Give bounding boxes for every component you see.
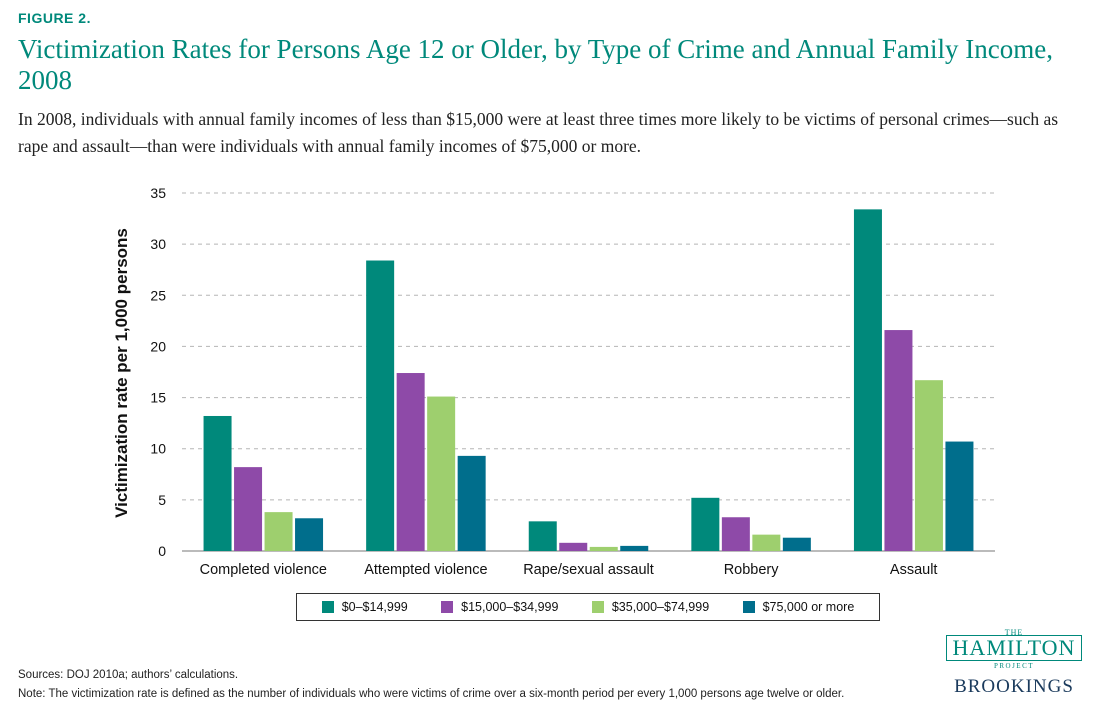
bar	[427, 396, 456, 551]
y-tick-label: 5	[158, 492, 166, 508]
legend-swatch	[591, 601, 604, 613]
x-axis-labels: Completed violence Attempted violence Rape…	[200, 562, 938, 578]
y-tick-label: 0	[158, 543, 166, 559]
bar	[559, 542, 588, 551]
bar	[203, 415, 232, 551]
legend-item: $75,000 or more	[742, 600, 855, 614]
logo-the: THE	[1004, 628, 1024, 637]
logo-project: PROJECT	[993, 662, 1035, 670]
bar	[295, 518, 324, 551]
y-tick-label: 20	[150, 338, 166, 354]
chart-subtitle: In 2008, individuals with annual family …	[18, 109, 1059, 156]
note-text: Note: The victimization rate is defined …	[18, 688, 845, 700]
legend-label: $75,000 or more	[762, 600, 855, 614]
figure-label: FIGURE 2.	[18, 10, 91, 26]
bar	[853, 209, 882, 551]
legend-swatch	[441, 601, 454, 613]
logo-hamilton: HAMILTON	[946, 635, 1082, 661]
bar	[945, 441, 974, 551]
bar	[884, 330, 913, 551]
bar	[620, 545, 649, 551]
legend-item: $35,000–$74,999	[591, 600, 710, 614]
y-tick-label: 10	[150, 441, 166, 457]
notes: Sources: DOJ 2010a; authors’ calculation…	[18, 666, 844, 704]
bar	[752, 534, 781, 551]
sources-text: Sources: DOJ 2010a; authors’ calculation…	[18, 669, 239, 681]
legend-item: $0–$14,999	[321, 600, 408, 614]
bar	[721, 517, 750, 551]
bar	[691, 497, 720, 551]
y-tick-label: 25	[150, 287, 166, 303]
bar	[264, 512, 293, 551]
legend-swatch	[321, 601, 334, 613]
y-axis-label: Victimization rate per 1,000 persons	[112, 228, 131, 518]
legend: $0–$14,999 $15,000–$34,999 $35,000–$74,999…	[296, 593, 880, 621]
bar	[396, 373, 425, 551]
x-tick-label: Completed violence	[200, 562, 327, 578]
hamilton-brookings-logo: THE HAMILTON PROJECT BROOKINGS	[944, 628, 1084, 698]
bar	[589, 546, 618, 551]
legend-swatch	[742, 601, 755, 613]
chart-title: Victimization Rates for Persons Age 12 o…	[18, 34, 1053, 95]
bar	[914, 380, 943, 551]
bars	[203, 209, 974, 551]
logo-brookings: BROOKINGS	[954, 676, 1074, 697]
x-tick-label: Attempted violence	[364, 562, 487, 578]
y-tick-label: 35	[150, 185, 166, 201]
bar	[528, 521, 557, 551]
bar	[782, 537, 811, 551]
legend-label: $15,000–$34,999	[461, 600, 559, 614]
bar	[366, 260, 395, 551]
legend-label: $0–$14,999	[341, 600, 408, 614]
x-tick-label: Assault	[890, 562, 938, 578]
bar-chart: 0 5 10 15 20 25 30 35 Completed violence Attempt…	[112, 185, 995, 578]
y-tick-label: 15	[150, 390, 166, 406]
y-tick-label: 30	[150, 236, 166, 252]
legend-label: $35,000–$74,999	[611, 600, 710, 614]
x-tick-label: Rape/sexual assault	[523, 562, 654, 578]
legend-item: $15,000–$34,999	[441, 600, 558, 614]
bar	[234, 467, 263, 551]
bar	[457, 455, 486, 551]
x-tick-label: Robbery	[724, 562, 780, 578]
